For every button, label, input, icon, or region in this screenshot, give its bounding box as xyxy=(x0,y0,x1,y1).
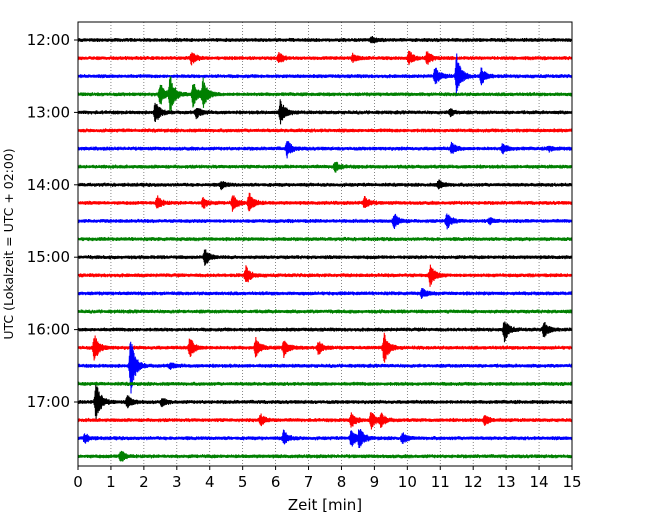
x-tick-label: 10 xyxy=(398,473,417,491)
y-tick-label: 16:00 xyxy=(27,321,70,339)
seismogram-trace-1500 xyxy=(77,249,573,266)
plot-frame xyxy=(77,21,573,467)
seismogram-traces xyxy=(77,36,573,462)
seismogram-trace-1600 xyxy=(77,321,573,343)
seismogram-trace-1715 xyxy=(77,412,573,430)
x-tick-label: 6 xyxy=(271,473,281,491)
grid-lines xyxy=(110,22,540,466)
seismogram-trace-1700 xyxy=(77,384,573,421)
x-tick-label: 15 xyxy=(562,473,581,491)
seismogram-trace-1245 xyxy=(77,76,573,114)
seismogram-trace-1400 xyxy=(77,179,573,191)
seismogram-trace-1445 xyxy=(77,236,573,242)
seismogram-trace-1315 xyxy=(77,128,573,133)
seismogram-trace-1630 xyxy=(77,341,573,394)
x-tick-label: 1 xyxy=(106,473,116,491)
y-tick-label: 14:00 xyxy=(27,176,70,194)
seismogram-trace-1430 xyxy=(77,213,573,230)
x-tick-label: 4 xyxy=(205,473,215,491)
seismogram-trace-1615 xyxy=(77,332,573,363)
seismogram-trace-1415 xyxy=(77,192,573,212)
x-tick-label: 13 xyxy=(497,473,516,491)
seismogram-trace-1230 xyxy=(77,53,573,96)
seismogram-trace-1645 xyxy=(77,381,573,387)
x-tick-label: 3 xyxy=(172,473,182,491)
y-tick-label: 15:00 xyxy=(27,248,70,266)
x-axis-label: Zeit [min] xyxy=(288,496,362,514)
x-tick-label: 9 xyxy=(370,473,380,491)
x-tick-label: 8 xyxy=(337,473,347,491)
seismogram-trace-1545 xyxy=(77,309,573,314)
x-tick-label: 11 xyxy=(431,473,450,491)
seismogram-trace-1515 xyxy=(77,264,573,287)
y-tick-label: 17:00 xyxy=(27,393,70,411)
x-tick-label: 5 xyxy=(238,473,248,491)
x-axis-ticks: 0 1 2 3 4 5 6 7 8 9 10 11 12 13 14 15 xyxy=(73,466,582,491)
seismogram-trace-1300 xyxy=(77,99,573,125)
x-tick-label: 14 xyxy=(530,473,549,491)
y-tick-label: 12:00 xyxy=(27,31,70,49)
seismogram-trace-1730 xyxy=(77,429,573,449)
seismogram-trace-1330 xyxy=(77,140,573,159)
x-tick-label: 12 xyxy=(464,473,483,491)
y-axis-ticks: 12:00 13:00 14:00 15:00 16:00 17:00 xyxy=(27,31,78,411)
x-tick-label: 0 xyxy=(73,473,83,491)
seismogram-trace-1345 xyxy=(77,161,573,173)
seismogram-trace-1745 xyxy=(77,450,573,462)
seismogram-trace-1530 xyxy=(77,287,573,299)
y-axis-label: UTC (Lokalzeit = UTC + 02:00) xyxy=(1,148,16,339)
y-tick-label: 13:00 xyxy=(27,103,70,121)
seismogram-trace-1215 xyxy=(77,50,573,66)
x-tick-label: 2 xyxy=(139,473,149,491)
x-tick-label: 7 xyxy=(304,473,314,491)
seismogram-trace-1200 xyxy=(77,36,573,44)
